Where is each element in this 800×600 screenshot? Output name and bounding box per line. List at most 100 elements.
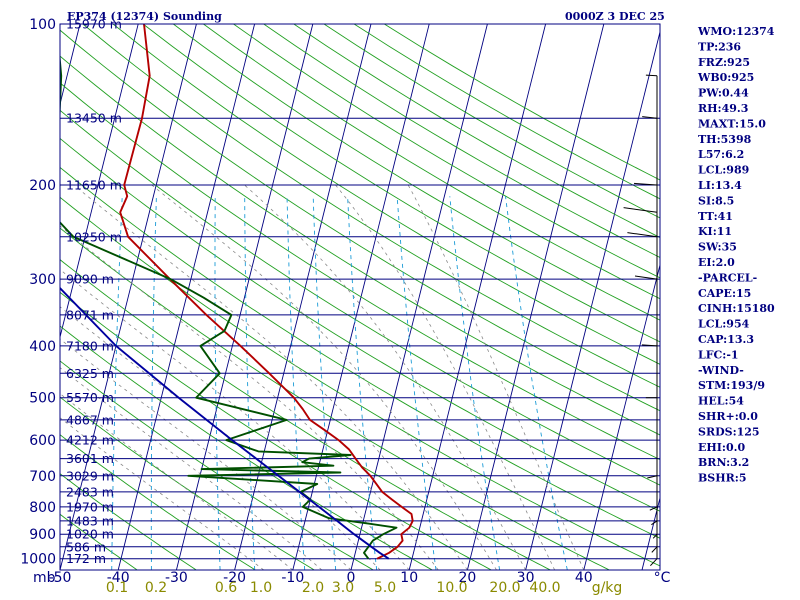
temperature-tick-label: -50	[49, 570, 72, 586]
height-label: 586 m	[66, 539, 106, 554]
index-line: FRZ:925	[698, 56, 750, 69]
height-label: 8071 m	[66, 307, 114, 322]
dry-adiabat-line	[60, 259, 551, 570]
dry-adiabat-line	[60, 137, 660, 512]
dry-adiabat-line	[60, 396, 315, 570]
height-label: 10250 m	[66, 229, 122, 244]
index-line: STM:193/9	[698, 379, 765, 392]
mixing-ratio-label: 40.0	[529, 580, 560, 596]
mixing-ratio-label: 1.0	[250, 580, 272, 596]
wind-barb	[651, 520, 658, 526]
dry-adiabat-line	[203, 24, 660, 300]
wind-barb	[634, 275, 658, 280]
wind-barb	[647, 475, 658, 479]
isotherm-line	[175, 24, 314, 570]
index-line: TH:5398	[698, 133, 752, 146]
mixing-ratio-label: g/kg	[592, 580, 623, 596]
wind-barb	[651, 546, 658, 553]
index-line: SW:35	[698, 241, 737, 254]
profile-lines	[60, 24, 414, 560]
index-line: SHR+:0.0	[698, 410, 758, 423]
isotherm-line	[234, 24, 372, 570]
height-label: 7180 m	[66, 338, 114, 353]
temperature-tick-label: -40	[107, 570, 130, 586]
height-label: 11650 m	[66, 178, 122, 193]
height-label: 9090 m	[66, 272, 114, 287]
pressure-tick-label: 400	[29, 339, 56, 355]
index-line: WMO:12374	[697, 25, 775, 38]
wind-barb	[627, 232, 658, 238]
mixing-ratio-line	[244, 196, 256, 570]
index-line: -WIND-	[698, 364, 744, 377]
valid-time: 0000Z 3 DEC 25	[565, 10, 665, 23]
parcel-trace	[60, 286, 390, 560]
wind-barb	[642, 116, 658, 119]
pressure-tick-label: 200	[29, 178, 56, 194]
mixing-ratio-line	[286, 196, 306, 570]
dry-adiabat-line	[263, 24, 660, 258]
index-line: L57:6.2	[698, 148, 744, 161]
isotherm-line	[408, 24, 547, 570]
mixing-ratio-label: 0.1	[106, 580, 128, 596]
wind-barb	[650, 558, 658, 567]
index-line: CAPE:15	[698, 287, 751, 300]
index-line: TT:41	[698, 210, 733, 223]
wind-barb	[645, 74, 658, 77]
height-label: 1483 m	[66, 513, 114, 528]
dry-adiabat-line	[60, 227, 610, 570]
moist-adiabat-line	[60, 225, 439, 570]
mixing-ratio-label: 5.0	[374, 580, 396, 596]
chart-title: EP374 (12374) Sounding	[67, 10, 222, 23]
wind-barb	[641, 344, 658, 347]
dewpoint-trace	[60, 51, 398, 560]
moist-adiabat-line	[60, 417, 264, 570]
height-label: 172 m	[66, 551, 106, 566]
wind-profile	[623, 74, 658, 567]
temperature-tick-label: 0	[347, 570, 356, 586]
temperature-tick-label: 10	[400, 570, 418, 586]
mixing-ratio-label: 0.6	[215, 580, 237, 596]
index-line: EI:2.0	[698, 256, 735, 269]
moist-adiabat-line	[60, 367, 323, 570]
mixing-ratio-line	[111, 196, 123, 570]
index-line: SI:8.5	[698, 194, 734, 207]
dry-adiabat-line	[60, 29, 660, 412]
index-line: BRN:3.2	[698, 456, 749, 469]
dry-adiabat-line	[60, 196, 660, 567]
temperature-tick-label: 40	[575, 570, 593, 586]
mixing-ratio-line	[312, 196, 337, 570]
pressure-unit-label: mb	[33, 570, 56, 586]
index-line: SRDS:125	[698, 425, 760, 438]
temperature-tick-label: 20	[458, 570, 476, 586]
temperature-unit-label: °C	[654, 570, 671, 586]
dry-adiabat-line	[60, 291, 492, 570]
dry-adiabat-line	[60, 109, 660, 486]
mixing-ratio-label: 2.0	[302, 580, 324, 596]
index-line: LI:13.4	[698, 179, 742, 192]
temperature-tick-label: -30	[165, 570, 188, 586]
index-line: MAXT:15.0	[698, 117, 766, 130]
mixing-ratio-label: 3.0	[332, 580, 354, 596]
sounding-indices: WMO:12374 TP:236 FRZ:925 WB0:925 PW:0.44 RH:4…	[697, 25, 775, 485]
index-line: LFC:-1	[698, 348, 739, 361]
dry-adiabat-line	[60, 166, 660, 539]
isotherm-line	[525, 30, 660, 570]
height-label: 4867 m	[66, 412, 114, 427]
pressure-tick-label: 100	[29, 17, 56, 33]
isotherm-line	[60, 24, 197, 570]
pressure-tick-label: 600	[29, 433, 56, 449]
isotherm-line	[117, 24, 256, 570]
dry-adiabat-line	[60, 434, 256, 570]
pressure-tick-label: 300	[29, 272, 56, 288]
dry-adiabat-line	[142, 24, 660, 343]
isotherm-line	[583, 263, 660, 570]
pressure-tick-label: 900	[29, 527, 56, 543]
height-label: 1020 m	[66, 527, 114, 542]
index-line: LCL:954	[698, 318, 750, 331]
dry-adiabat-line	[82, 24, 660, 388]
index-line: CINH:15180	[698, 302, 775, 315]
height-label: 2483 m	[66, 484, 114, 499]
index-line: KI:11	[698, 225, 732, 238]
mixing-ratio-label: 10.0	[436, 580, 467, 596]
